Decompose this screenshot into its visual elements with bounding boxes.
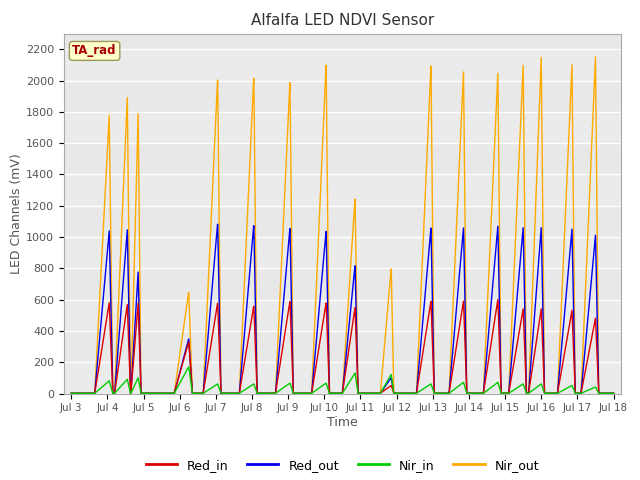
Nir_out	[275, 311, 283, 316]
Red_in	[494, 297, 502, 302]
X-axis label: Time: Time	[327, 416, 358, 429]
Nir_in	[67, 390, 75, 396]
Bar	[64, 362, 621, 394]
Nir_in	[129, 385, 137, 391]
Nir_in	[299, 390, 307, 396]
Bar	[64, 237, 621, 268]
Nir_out	[591, 54, 599, 60]
Line: Nir_in: Nir_in	[71, 367, 614, 393]
Nir_out	[67, 390, 75, 396]
Nir_out	[299, 390, 307, 396]
Nir_out	[129, 305, 137, 311]
Nir_in	[185, 364, 193, 370]
Red_in	[599, 390, 607, 396]
Nir_in	[610, 390, 618, 396]
Nir_in	[599, 390, 607, 396]
Red_in	[541, 390, 548, 396]
Red_in	[161, 390, 169, 396]
Nir_in	[541, 390, 548, 396]
Line: Red_out: Red_out	[71, 224, 614, 393]
Red_out	[129, 353, 137, 359]
Red_out	[276, 346, 284, 352]
Red_out	[599, 390, 607, 396]
Red_in	[129, 363, 137, 369]
Nir_in	[161, 390, 169, 396]
Y-axis label: LED Channels (mV): LED Channels (mV)	[10, 153, 23, 274]
Red_in	[299, 390, 307, 396]
Text: TA_rad: TA_rad	[72, 44, 117, 58]
Red_in	[610, 390, 618, 396]
Nir_out	[610, 390, 618, 396]
Red_out	[161, 390, 169, 396]
Red_in	[67, 390, 75, 396]
Bar	[64, 49, 621, 81]
Bar	[64, 174, 621, 206]
Nir_in	[276, 388, 284, 394]
Red_out	[299, 390, 307, 396]
Bar	[64, 112, 621, 143]
Title: Alfalfa LED NDVI Sensor: Alfalfa LED NDVI Sensor	[251, 13, 434, 28]
Bar	[64, 300, 621, 331]
Legend: Red_in, Red_out, Nir_in, Nir_out: Red_in, Red_out, Nir_in, Nir_out	[141, 454, 544, 477]
Red_in	[275, 367, 283, 372]
Nir_out	[599, 390, 607, 396]
Nir_out	[541, 388, 548, 394]
Line: Nir_out: Nir_out	[71, 57, 614, 393]
Red_out	[610, 390, 618, 396]
Red_out	[214, 221, 221, 227]
Nir_out	[161, 390, 169, 396]
Red_out	[541, 390, 548, 396]
Red_out	[67, 390, 75, 396]
Line: Red_in: Red_in	[71, 300, 614, 393]
